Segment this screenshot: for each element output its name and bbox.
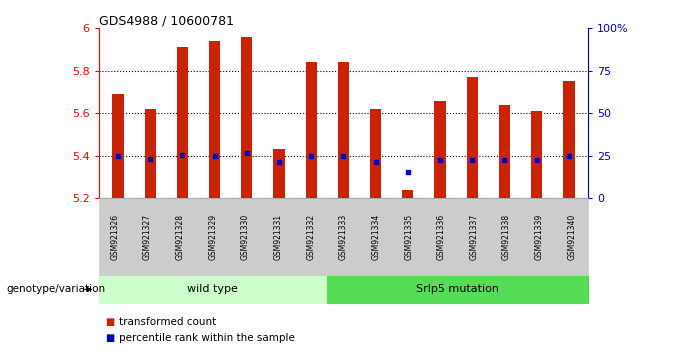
Text: genotype/variation: genotype/variation — [7, 284, 106, 295]
Text: GSM921330: GSM921330 — [241, 214, 250, 260]
Text: ■: ■ — [105, 317, 115, 327]
Text: GDS4988 / 10600781: GDS4988 / 10600781 — [99, 14, 234, 27]
Text: GSM921327: GSM921327 — [143, 214, 152, 260]
Text: GSM921338: GSM921338 — [502, 214, 511, 260]
Text: wild type: wild type — [188, 284, 238, 295]
Bar — [499, 105, 510, 198]
Bar — [435, 101, 445, 198]
Bar — [144, 109, 156, 198]
Text: percentile rank within the sample: percentile rank within the sample — [119, 333, 295, 343]
Bar — [305, 62, 317, 198]
Text: ■: ■ — [105, 333, 115, 343]
Bar — [177, 47, 188, 198]
Text: GSM921336: GSM921336 — [437, 214, 446, 260]
Text: GSM921335: GSM921335 — [404, 214, 413, 260]
Bar — [370, 109, 381, 198]
Text: GSM921331: GSM921331 — [273, 214, 283, 260]
Bar — [563, 81, 575, 198]
Bar — [402, 190, 413, 198]
Bar — [241, 37, 252, 198]
Text: GSM921340: GSM921340 — [567, 214, 577, 260]
Text: GSM921332: GSM921332 — [306, 214, 316, 260]
Text: GSM921329: GSM921329 — [208, 214, 218, 260]
Text: GSM921333: GSM921333 — [339, 214, 348, 260]
Bar — [531, 111, 542, 198]
Text: GSM921337: GSM921337 — [469, 214, 479, 260]
Text: GSM921334: GSM921334 — [371, 214, 381, 260]
Bar — [466, 77, 478, 198]
Text: GSM921339: GSM921339 — [534, 214, 544, 260]
Bar — [273, 149, 285, 198]
Text: GSM921326: GSM921326 — [110, 214, 120, 260]
Text: transformed count: transformed count — [119, 317, 216, 327]
Text: GSM921328: GSM921328 — [175, 214, 185, 260]
Bar — [209, 41, 220, 198]
Bar — [112, 94, 124, 198]
Text: Srlp5 mutation: Srlp5 mutation — [416, 284, 499, 295]
Bar — [338, 62, 349, 198]
